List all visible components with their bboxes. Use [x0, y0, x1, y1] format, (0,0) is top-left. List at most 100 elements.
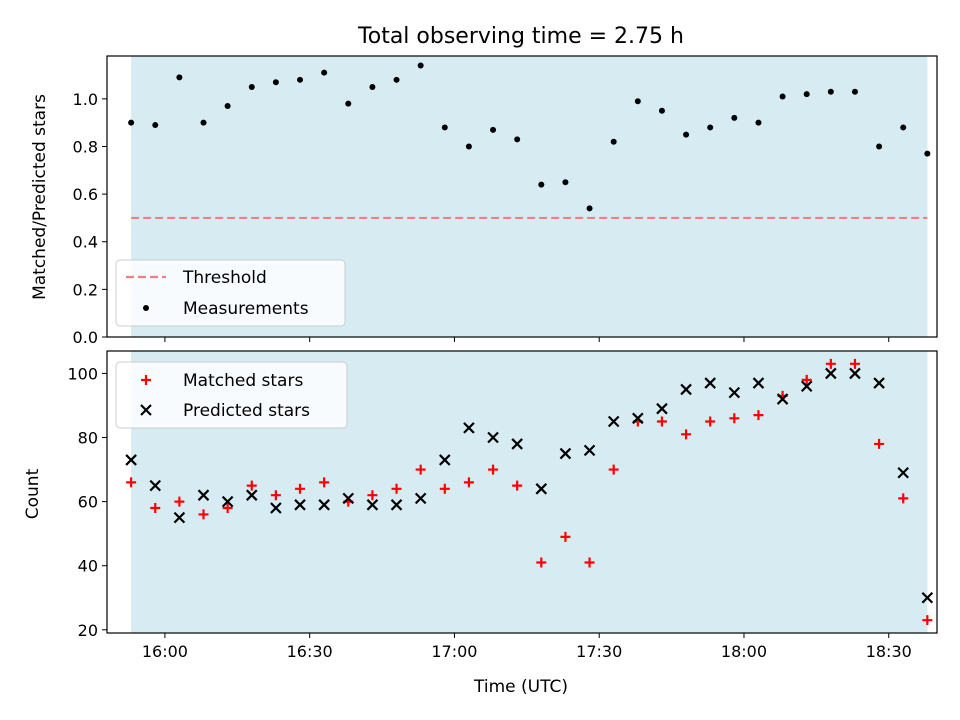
y-tick-label: 60 [78, 493, 98, 512]
measurement-point [417, 62, 424, 69]
measurement-point [562, 179, 569, 186]
predicted-star-point [921, 591, 934, 604]
legend-box [115, 361, 348, 429]
matched-star-point [319, 477, 330, 488]
matched-star-point [391, 483, 402, 494]
measurement-point [851, 88, 858, 95]
predicted-star-point [752, 377, 765, 389]
matched-star-point [584, 557, 595, 568]
axes-frame [106, 350, 938, 634]
y-tick-label: 100 [67, 364, 98, 383]
measurement-point [658, 107, 665, 114]
legend-label: Measurements [183, 299, 309, 319]
measurement-point [248, 83, 255, 90]
matched-star-point [488, 464, 499, 475]
bottom-y-axis-label: Count [23, 468, 43, 519]
predicted-star-point [463, 422, 475, 434]
x-tick-label: 16:00 [142, 642, 188, 661]
predicted-star-point [800, 380, 813, 393]
matched-star-point [463, 477, 474, 488]
bottom-panel: 20 40 60 80 100 16:00 16:30 17:00 17:30 18:00 18:3… [23, 350, 938, 697]
predicted-star-point [849, 367, 861, 380]
legend-label: Threshold [182, 268, 267, 288]
measurement-point [490, 126, 497, 133]
matched-star-point [512, 480, 523, 491]
legend-measurement-swatch [143, 305, 149, 311]
measurement-point [272, 79, 279, 86]
legend-label: Matched stars [183, 371, 303, 391]
predicted-star-point [728, 386, 741, 399]
y-tick-label: 0.6 [73, 185, 98, 204]
measurement-point [393, 76, 400, 83]
predicted-star-point [825, 367, 837, 380]
matched-star-point [126, 477, 137, 488]
predicted-star-point [632, 412, 644, 425]
measurement-point [731, 114, 738, 121]
matched-star-point [922, 615, 933, 626]
matched-star-point [415, 464, 426, 475]
bottom-legend: Matched stars Predicted stars [115, 361, 348, 429]
y-tick-label: 40 [78, 557, 98, 576]
predicted-star-point [197, 489, 210, 501]
matched-star-point [608, 464, 619, 475]
matched-star-point [825, 358, 836, 369]
measurement-point [803, 91, 810, 98]
predicted-star-point [680, 383, 692, 396]
measurement-point [369, 83, 376, 90]
x-tick-label: 16:30 [287, 642, 333, 661]
matched-star-point [681, 429, 692, 440]
predicted-star-point [559, 447, 572, 460]
measurement-point [900, 124, 907, 131]
predicted-star-point [342, 492, 355, 505]
predicted-star-point [270, 502, 282, 514]
measurement-point [200, 119, 207, 126]
predicted-star-point [656, 402, 668, 415]
predicted-star-point [439, 454, 451, 466]
y-tick-label: 0.0 [73, 328, 98, 347]
matched-star-point [560, 531, 571, 542]
legend-predicted-swatch [140, 404, 152, 416]
predicted-star-point [149, 479, 162, 492]
top-legend: Threshold Measurements [115, 259, 346, 327]
predicted-star-point [583, 444, 596, 457]
predicted-star-point [125, 454, 137, 466]
matched-star-point [729, 413, 740, 424]
measurement-point [755, 119, 762, 126]
matched-star-point [874, 438, 885, 449]
matched-star-point [439, 483, 450, 494]
x-axis-label: Time (UTC) [473, 677, 568, 697]
matched-star-point [174, 496, 185, 507]
predicted-star-point [173, 511, 186, 524]
measurement-point [707, 124, 714, 131]
top-y-axis-label: Matched/Predicted stars [30, 94, 50, 300]
measurement-point [441, 124, 448, 131]
matched-star-point [295, 483, 306, 494]
x-tick-label: 18:00 [721, 642, 767, 661]
predicted-star-point [897, 466, 909, 479]
top-panel: 0.0 0.2 0.4 0.6 0.8 1.0 Matched/Predicted sta… [30, 55, 938, 347]
x-tick-label: 18:30 [866, 642, 912, 661]
predicted-star-point [873, 377, 885, 389]
y-tick-label: 80 [78, 429, 98, 448]
matched-star-point [656, 416, 667, 427]
measurement-point [610, 138, 617, 145]
predicted-star-point [245, 489, 258, 501]
y-tick-label: 0.8 [73, 137, 98, 156]
figure-title: Total observing time = 2.75 h [357, 24, 684, 49]
predicted-star-point [318, 499, 330, 511]
matched-star-point [150, 503, 161, 514]
matched-star-point [246, 480, 257, 491]
measurement-point [321, 69, 328, 76]
measurement-point [176, 74, 183, 81]
measurement-point [128, 119, 135, 126]
measurement-point [538, 181, 545, 188]
measurement-point [634, 98, 641, 105]
predicted-star-point [390, 499, 403, 511]
y-tick-label: 0.4 [73, 233, 98, 252]
measurement-point [683, 131, 690, 138]
measurement-point [345, 100, 352, 107]
measurement-point [224, 103, 231, 110]
predicted-star-point [294, 499, 306, 511]
y-tick-label: 0.2 [73, 280, 98, 299]
